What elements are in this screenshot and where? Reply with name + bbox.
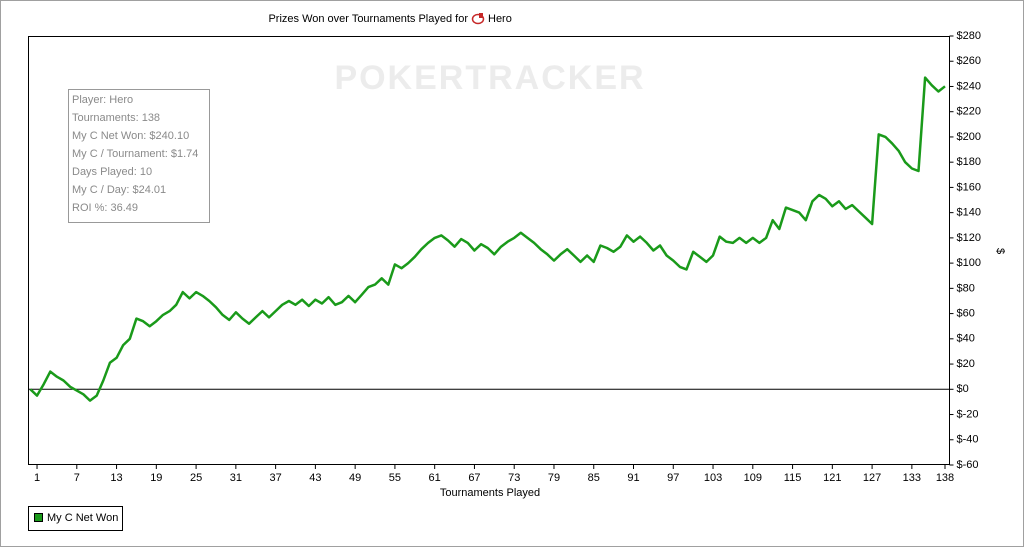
x-tick-label: 109 (744, 472, 762, 484)
x-tick-label: 31 (230, 472, 242, 484)
stat-line: Days Played: 10 (72, 166, 152, 178)
x-tick-label: 79 (548, 472, 560, 484)
x-tick-label: 97 (667, 472, 679, 484)
y-tick-label: $-20 (957, 408, 979, 420)
x-tick-label: 127 (863, 472, 881, 484)
y-tick-label: $-60 (957, 459, 979, 471)
stats-box (68, 89, 210, 223)
player-name: Hero (488, 13, 512, 25)
x-tick-label: 103 (704, 472, 722, 484)
y-tick-label: $260 (957, 55, 981, 67)
x-tick-label: 133 (903, 472, 921, 484)
stat-line: My C / Tournament: $1.74 (72, 148, 198, 160)
x-tick-label: 49 (349, 472, 361, 484)
y-tick-label: $280 (957, 30, 981, 42)
y-tick-label: $60 (957, 307, 975, 319)
x-axis-label: Tournaments Played (440, 487, 540, 499)
stat-line: My C / Day: $24.01 (72, 184, 166, 196)
y-tick-label: $100 (957, 257, 981, 269)
x-tick-label: 19 (150, 472, 162, 484)
y-tick-label: $0 (957, 383, 969, 395)
watermark: POKERTRACKER (334, 59, 645, 97)
chart-title: Prizes Won over Tournaments Played for (268, 13, 468, 25)
stat-line: My C Net Won: $240.10 (72, 130, 189, 142)
stats: Player: Hero Tournaments: 138 My C Net Won… (72, 94, 198, 214)
y-tick-label: $200 (957, 131, 981, 143)
y-tick-label: $140 (957, 207, 981, 219)
legend (28, 506, 123, 531)
x-tick-label: 138 (936, 472, 954, 484)
x-tick-label: 67 (468, 472, 480, 484)
y-tick-label: $20 (957, 358, 975, 370)
x-tick-label: 43 (309, 472, 321, 484)
x-tick-label: 7 (74, 472, 80, 484)
x-tick-label: 55 (389, 472, 401, 484)
y-axis-label: $ (994, 248, 1006, 254)
x-tick-label: 13 (110, 472, 122, 484)
stat-line: Tournaments: 138 (72, 112, 160, 124)
player-icon (471, 13, 485, 25)
x-tick-label: 61 (429, 472, 441, 484)
legend-label: My C Net Won (47, 512, 118, 524)
plot-area (28, 36, 950, 465)
stat-line: Player: Hero (72, 94, 133, 106)
y-tick-label: $240 (957, 80, 981, 92)
x-tick-label: 115 (784, 472, 802, 484)
y-tick-label: $180 (957, 156, 981, 168)
x-tick-label: 91 (627, 472, 639, 484)
y-tick-label: $40 (957, 333, 975, 345)
y-tick-label: $80 (957, 282, 975, 294)
x-tick-label: 37 (269, 472, 281, 484)
x-tick-label: 1 (34, 472, 40, 484)
series-line (29, 76, 946, 402)
y-tick-label: $160 (957, 181, 981, 193)
y-tick-label: $-40 (957, 434, 979, 446)
x-tick-label: 25 (190, 472, 202, 484)
x-tick-label: 73 (508, 472, 520, 484)
legend-items: My C Net Won (34, 512, 118, 524)
legend-swatch (34, 513, 43, 522)
x-tick-label: 85 (588, 472, 600, 484)
stat-line: ROI %: 36.49 (72, 202, 138, 214)
y-tick-label: $120 (957, 232, 981, 244)
y-tick-label: $220 (957, 106, 981, 118)
x-tick-label: 121 (823, 472, 841, 484)
